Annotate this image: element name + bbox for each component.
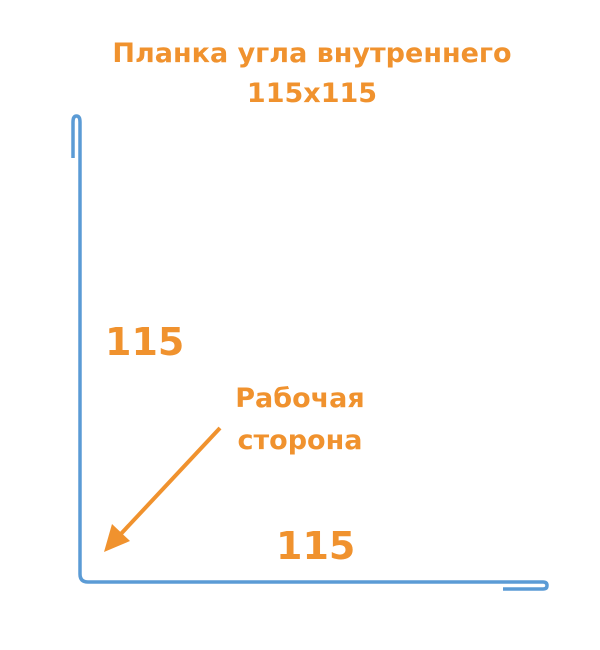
- working-side-label: Рабочая сторона: [225, 378, 375, 462]
- arrow-head: [104, 524, 130, 552]
- working-side-line1: Рабочая: [235, 383, 365, 414]
- title-line2: 115x115: [246, 78, 378, 109]
- arrow-shaft: [116, 426, 222, 539]
- working-side-line2: сторона: [237, 425, 363, 456]
- dim-vertical: 115: [105, 320, 185, 364]
- title: Планка угла внутреннего 115x115: [0, 34, 600, 114]
- dim-horizontal: 115: [276, 524, 356, 568]
- profile-line: [71, 114, 549, 591]
- title-line1: Планка угла внутреннего: [112, 38, 512, 69]
